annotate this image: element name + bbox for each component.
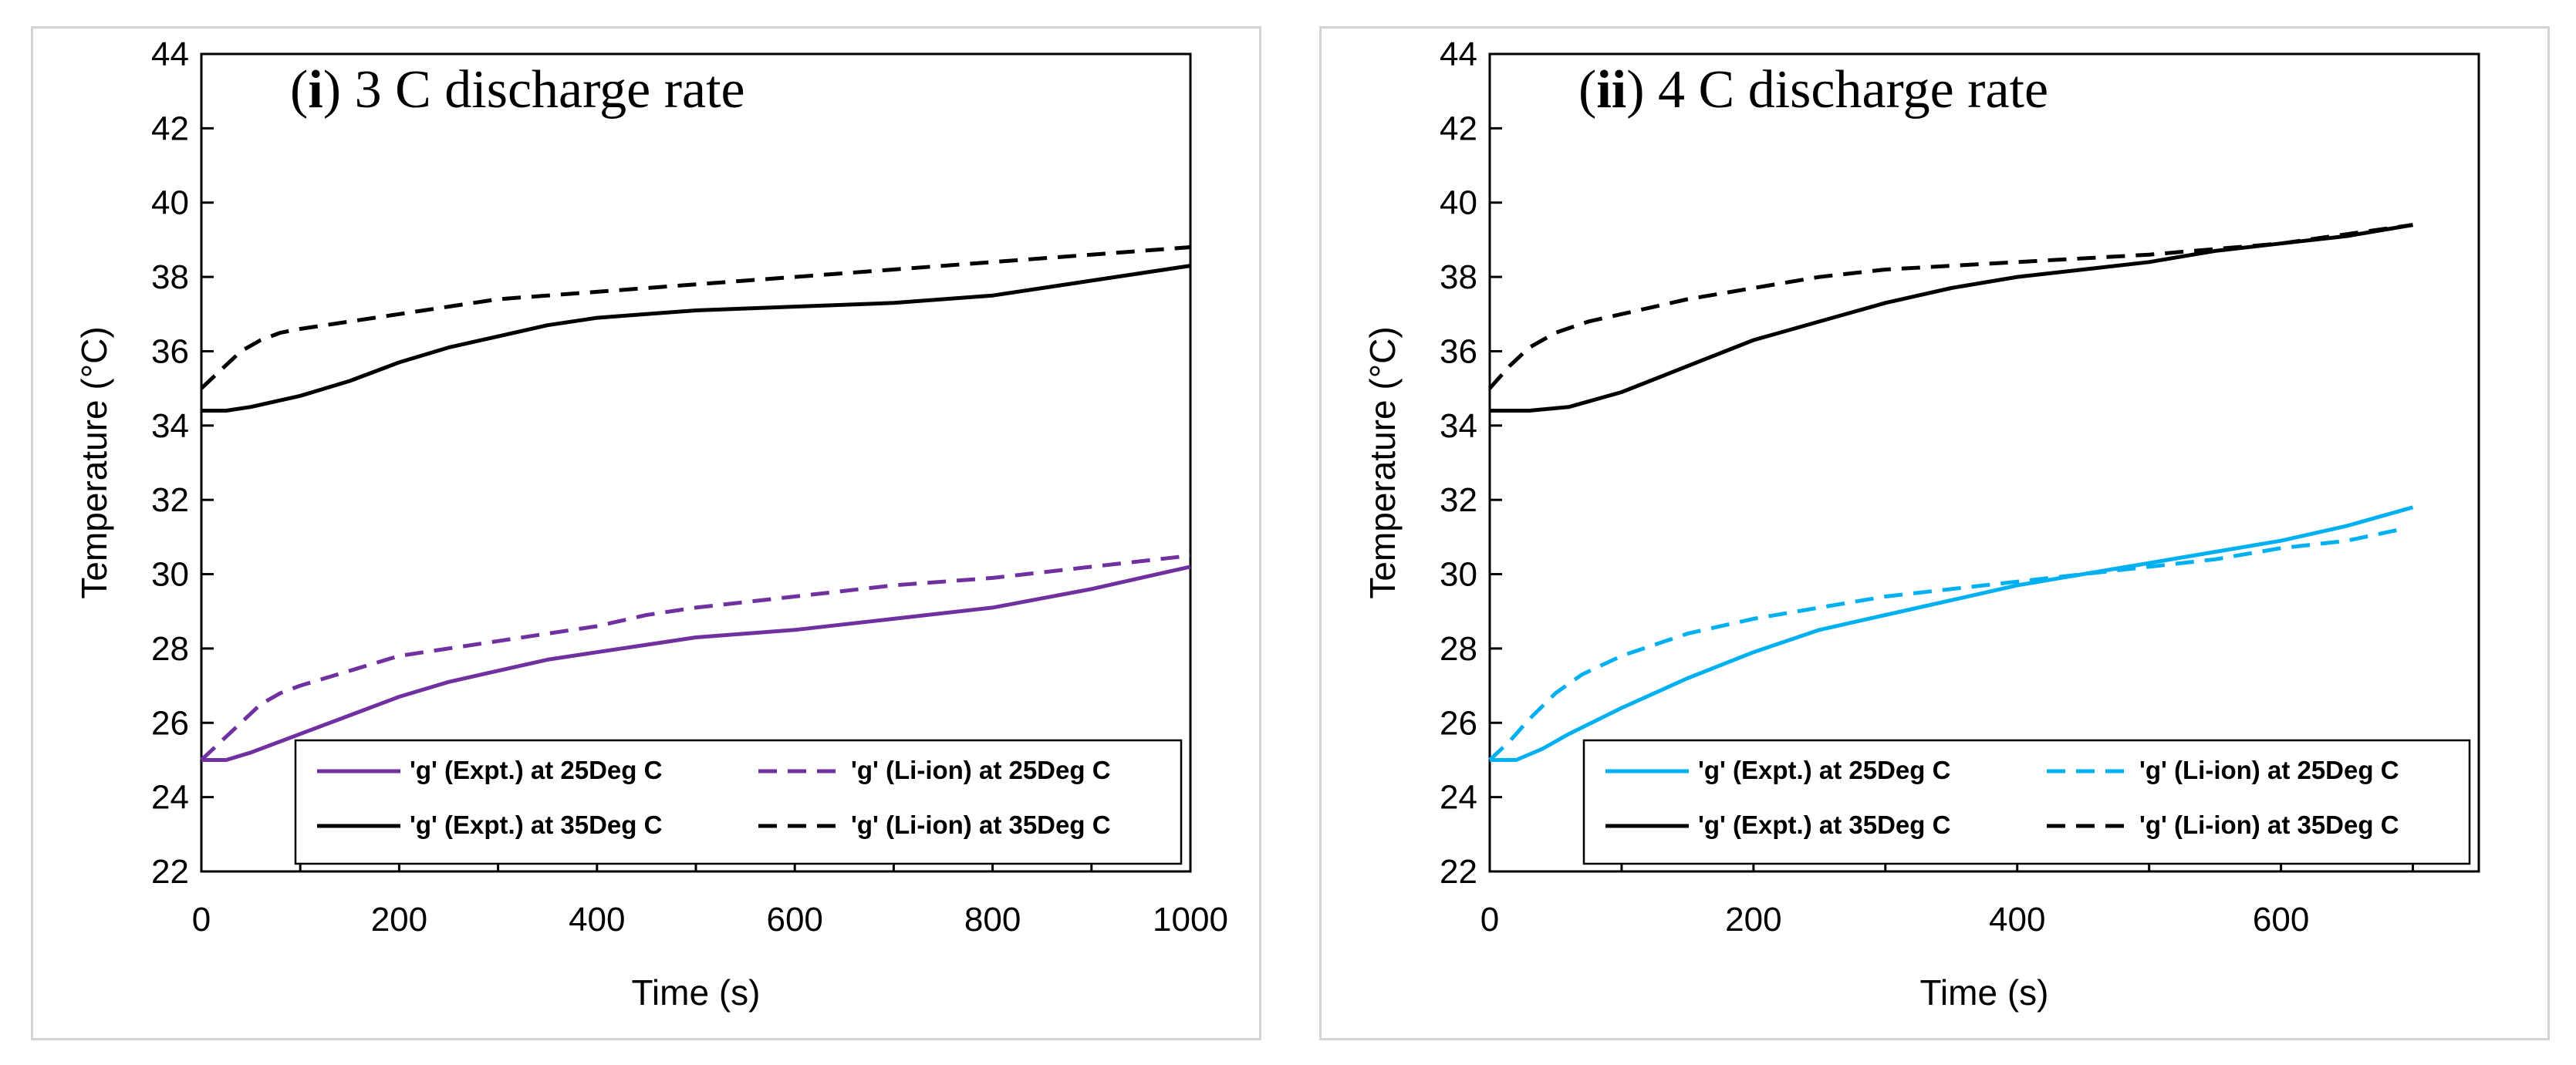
legend-label-4: 'g' (Li-ion) at 35Deg C	[2139, 811, 2399, 839]
x-tick-label: 200	[371, 901, 427, 939]
chart-panel-4c: 22 24 26 28 30 32 34 36 38 40 42 44 0 200 400 600 Time (…	[1319, 26, 2550, 1040]
y-tick-label: 42	[151, 110, 189, 147]
x-tick-label: 1000	[1153, 901, 1228, 939]
y-tick-label: 36	[151, 332, 189, 370]
y-tick-label: 32	[1440, 481, 1477, 519]
series-line-3	[1490, 223, 2413, 413]
y-tick-label: 22	[151, 853, 189, 891]
series-line-2	[1488, 527, 2400, 762]
legend-label-1: 'g' (Expt.) at 25Deg C	[1698, 756, 1950, 784]
legend-label-2: 'g' (Li-ion) at 25Deg C	[2139, 756, 2399, 784]
y-tick-label: 36	[1440, 332, 1477, 370]
legend-label-3: 'g' (Expt.) at 35Deg C	[410, 811, 662, 839]
x-tick-label: 400	[569, 901, 625, 939]
legend-label-4: 'g' (Li-ion) at 35Deg C	[851, 811, 1111, 839]
chart-title: (ii) 4 C discharge rate	[1578, 60, 2048, 120]
y-tick-label: 44	[151, 35, 189, 73]
y-tick-label: 28	[1440, 630, 1477, 668]
y-tick-label: 22	[1440, 853, 1477, 891]
y-tick-label: 34	[1440, 407, 1477, 445]
y-tick-label: 30	[151, 556, 189, 594]
y-tick-label: 44	[1440, 35, 1477, 73]
x-tick-label: 600	[766, 901, 822, 939]
y-axis-title: Temperature (°C)	[1362, 326, 1403, 598]
y-tick-label: 40	[151, 184, 189, 222]
y-axis-title: Temperature (°C)	[74, 326, 114, 598]
series-line-1	[201, 565, 1191, 762]
y-tick-label: 38	[151, 258, 189, 296]
legend-label-3: 'g' (Expt.) at 35Deg C	[1698, 811, 1950, 839]
title-text: ) 4 C discharge rate	[1626, 60, 2048, 120]
y-tick-label: 26	[1440, 704, 1477, 742]
x-tick-label: 0	[192, 901, 211, 939]
chart-4c-discharge: 22 24 26 28 30 32 34 36 38 40 42 44 0 200 400 600 Time (…	[1362, 35, 2480, 1013]
y-tick-label: 30	[1440, 556, 1477, 594]
chart-panel-3c: 22 24 26 28 30 32 34 36 38 40 42 44 0 200 400 600 800 100…	[31, 26, 1261, 1040]
legend-label-1: 'g' (Expt.) at 25Deg C	[410, 756, 662, 784]
x-axis-title: Time (s)	[1920, 972, 2049, 1013]
chart-title: (i) 3 C discharge rate	[290, 60, 745, 120]
x-tick-label: 600	[2253, 901, 2309, 939]
y-tick-label: 28	[151, 630, 189, 668]
series-line-2	[200, 554, 1191, 762]
chart-3c-discharge: 22 24 26 28 30 32 34 36 38 40 42 44 0 200 400 600 800 100…	[74, 35, 1228, 1013]
y-tick-label: 24	[151, 779, 189, 817]
title-paren-open: (	[1578, 60, 1596, 120]
x-tick-label: 0	[1480, 901, 1499, 939]
x-tick-label: 400	[1989, 901, 2045, 939]
y-tick-label: 24	[1440, 779, 1477, 817]
legend-box	[1582, 739, 2471, 865]
series-line-3	[201, 264, 1191, 413]
title-paren-open: (	[290, 60, 308, 120]
x-tick-label: 800	[964, 901, 1021, 939]
y-tick-label: 34	[151, 407, 189, 445]
y-tick-label: 26	[151, 704, 189, 742]
x-tick-label: 200	[1725, 901, 1781, 939]
y-tick-label: 40	[1440, 184, 1477, 222]
plot-area-frame	[1488, 52, 2480, 873]
legend-label-2: 'g' (Li-ion) at 25Deg C	[851, 756, 1111, 784]
legend-box	[294, 739, 1183, 865]
series-line-4	[200, 245, 1191, 390]
title-text: ) 3 C discharge rate	[323, 60, 745, 120]
y-tick-label: 42	[1440, 110, 1477, 147]
title-label: i	[308, 60, 322, 120]
title-label: ii	[1596, 60, 1626, 120]
y-tick-label: 38	[1440, 258, 1477, 296]
series-line-4	[1488, 223, 2413, 390]
series-line-1	[1490, 505, 2414, 762]
x-axis-title: Time (s)	[632, 972, 761, 1013]
y-tick-label: 32	[151, 481, 189, 519]
